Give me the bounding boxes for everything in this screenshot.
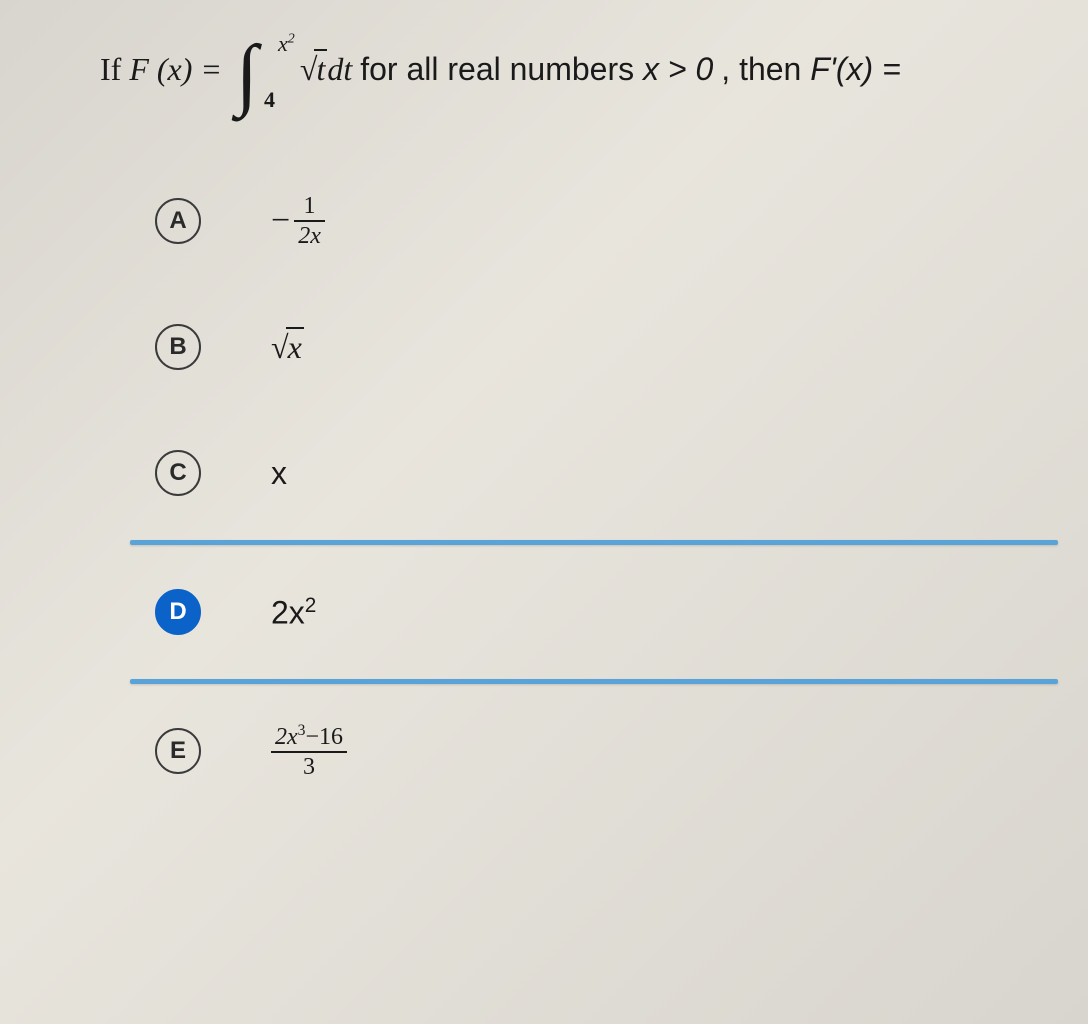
fprime-label: F'(x) = xyxy=(810,51,901,87)
choice-e[interactable]: E 2x3−16 3 xyxy=(100,688,1058,814)
choice-b-arg: x xyxy=(286,327,304,365)
sqrt-arg: t xyxy=(314,49,327,87)
question-suffix-1: for all real numbers xyxy=(360,51,643,87)
integral-expression: ∫ x2 4 xyxy=(236,47,258,99)
choice-e-num: 2x3−16 xyxy=(271,723,347,753)
choice-b-content: √x xyxy=(271,329,304,366)
fx-label: F (x) = xyxy=(129,51,230,87)
choice-c[interactable]: C x xyxy=(100,410,1058,536)
choice-e-num-tail: −16 xyxy=(305,724,343,750)
integral-sign: ∫ xyxy=(236,50,258,98)
sqrt-t: √t xyxy=(300,45,327,93)
question-condition: x > 0 xyxy=(643,51,713,87)
highlight-line-bottom xyxy=(130,679,1058,684)
choice-e-content: 2x3−16 3 xyxy=(271,723,347,779)
choice-letter-e: E xyxy=(155,728,201,774)
choice-a[interactable]: A − 1 2x xyxy=(100,158,1058,284)
choice-a-den: 2x xyxy=(294,222,325,248)
integrand: √t dt xyxy=(300,51,360,87)
choices-container: A − 1 2x B √x C x D xyxy=(100,158,1058,814)
choice-a-content: − 1 2x xyxy=(271,194,325,248)
choice-e-num-coef: 2x xyxy=(275,724,298,750)
question-prefix: If xyxy=(100,51,129,87)
choice-b[interactable]: B √x xyxy=(100,284,1058,410)
question-stem: If F (x) = ∫ x2 4 √t dt for all real num… xyxy=(100,45,1058,98)
choice-d-exp: 2 xyxy=(305,594,317,617)
integral-upper-limit: x2 xyxy=(278,27,295,60)
choice-e-den: 3 xyxy=(271,753,347,779)
choice-letter-a: A xyxy=(155,198,201,244)
choice-d-content: 2x2 xyxy=(271,594,316,632)
choice-c-content: x xyxy=(271,455,287,492)
choice-d-coef: 2x xyxy=(271,594,305,630)
choice-letter-d: D xyxy=(155,589,201,635)
choice-d[interactable]: D 2x2 xyxy=(100,549,1058,675)
highlight-line-top xyxy=(130,540,1058,545)
choice-letter-b: B xyxy=(155,324,201,370)
integral-lower-limit: 4 xyxy=(264,83,275,116)
choice-letter-c: C xyxy=(155,450,201,496)
choice-a-num: 1 xyxy=(294,194,325,222)
question-page: If F (x) = ∫ x2 4 √t dt for all real num… xyxy=(0,0,1088,844)
integral-upper-exp: 2 xyxy=(288,32,295,47)
integrand-dt: dt xyxy=(327,51,352,87)
question-suffix-2: , then xyxy=(721,51,810,87)
integral-upper-base: x xyxy=(278,31,288,56)
